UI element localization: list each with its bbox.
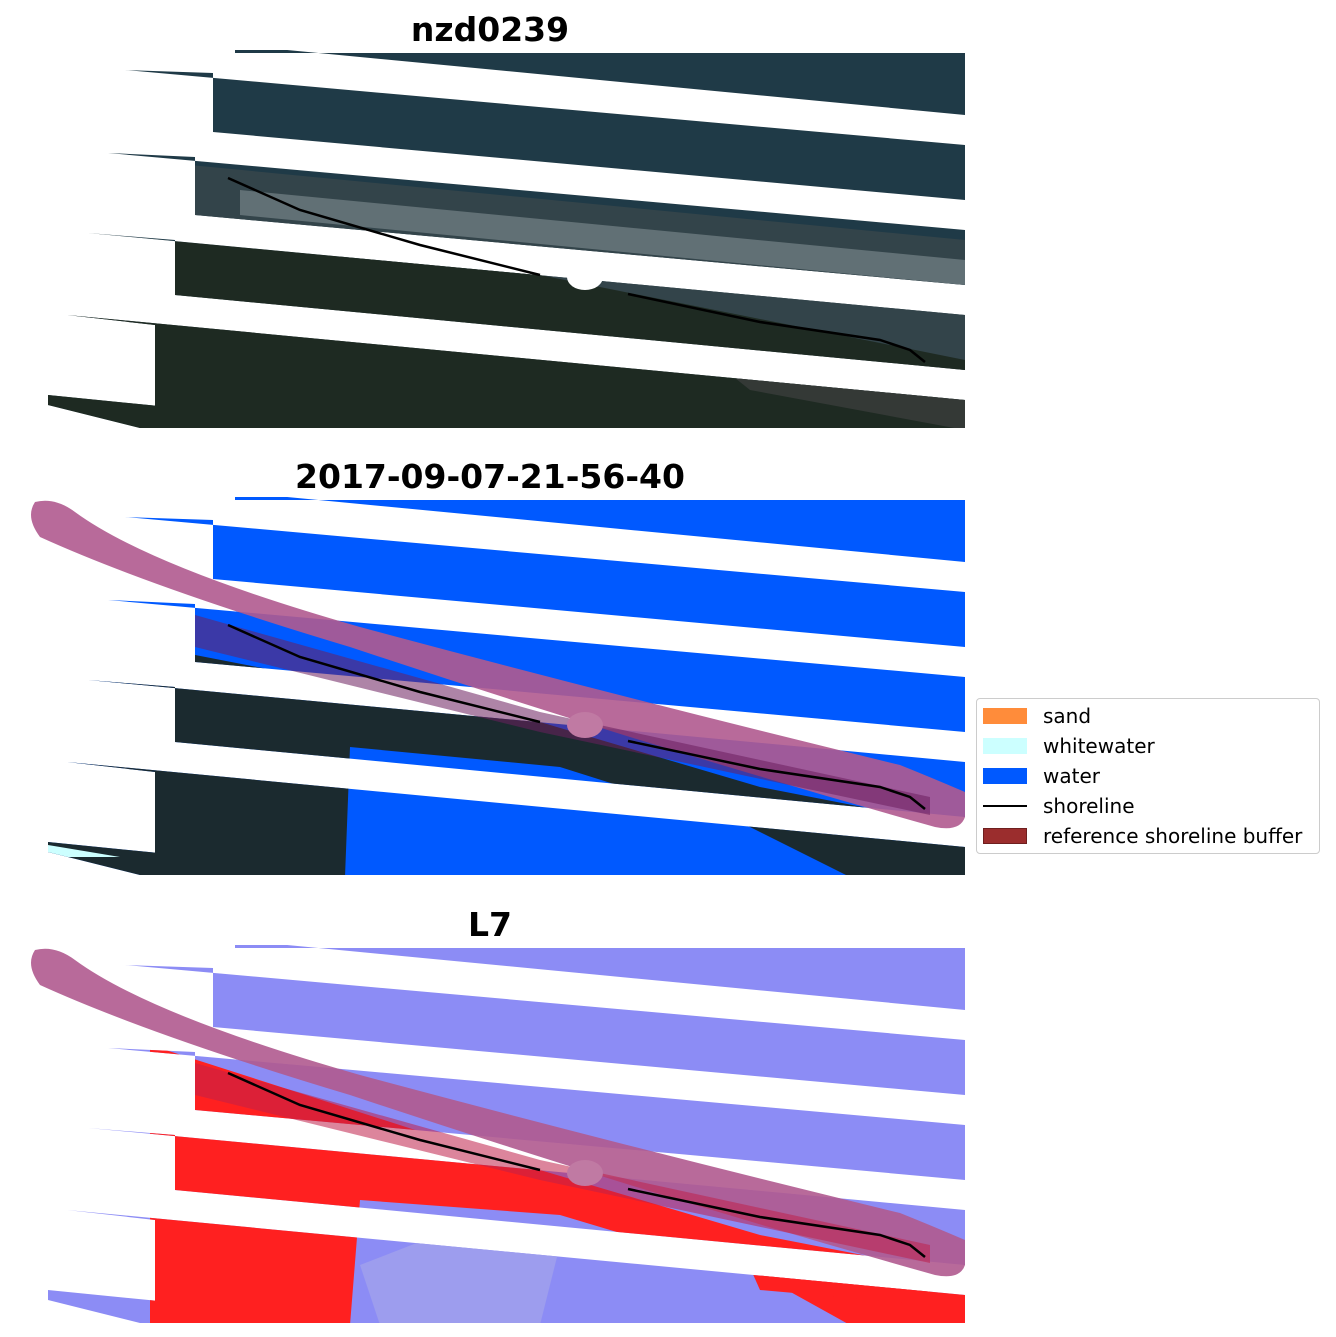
- legend-item-shoreline: shoreline: [983, 791, 1135, 821]
- water-swatch: [983, 768, 1027, 784]
- legend-item-water: water: [983, 761, 1100, 791]
- legend: sand whitewater water shoreline referenc…: [976, 698, 1320, 854]
- shoreline-line: [627, 739, 926, 810]
- shoreline-line: [227, 176, 541, 277]
- legend-label: reference shoreline buffer: [1043, 824, 1303, 848]
- panel-title-classification: 2017-09-07-21-56-40: [295, 457, 685, 496]
- whitewater-swatch: [983, 738, 1027, 754]
- shoreline-line: [227, 623, 541, 724]
- legend-label: water: [1043, 764, 1100, 788]
- reference-shoreline-buffer: [31, 948, 965, 1277]
- panel-title-rgb: nzd0239: [410, 10, 570, 49]
- shoreline-swatch: [983, 805, 1027, 807]
- sand-swatch: [983, 708, 1027, 724]
- shoreline-line: [627, 292, 926, 363]
- legend-label: whitewater: [1043, 734, 1155, 758]
- panel-title-index: L7: [468, 905, 512, 944]
- legend-item-sand: sand: [983, 701, 1091, 731]
- rgb-image-panel: [48, 50, 965, 428]
- reference-shoreline-buffer: [31, 500, 965, 829]
- legend-label: shoreline: [1043, 794, 1135, 818]
- legend-item-whitewater: whitewater: [983, 731, 1155, 761]
- legend-item-reference-buffer: reference shoreline buffer: [983, 821, 1302, 851]
- index-panel: [31, 945, 965, 1323]
- shoreline-line: [627, 1187, 926, 1258]
- classification-panel: [31, 497, 965, 875]
- shoreline-line: [227, 1071, 541, 1172]
- legend-label: sand: [1043, 704, 1092, 728]
- buffer-swatch: [983, 828, 1027, 844]
- satellite-imagery: [48, 50, 965, 428]
